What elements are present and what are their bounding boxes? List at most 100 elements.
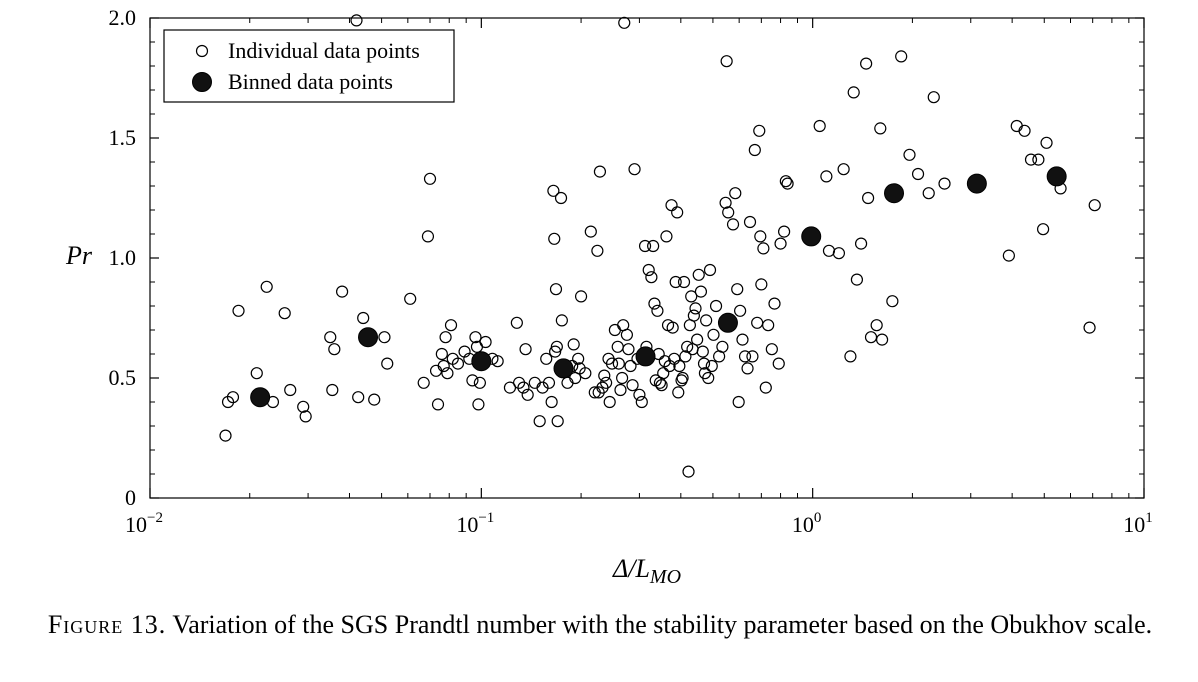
legend-marker-binned xyxy=(192,72,212,92)
x-axis-label-main: Δ/L xyxy=(612,554,650,583)
axis-ticks xyxy=(149,17,1145,499)
individual-data-point xyxy=(874,122,887,135)
individual-data-point xyxy=(547,184,560,197)
individual-data-point xyxy=(886,295,899,308)
individual-data-point xyxy=(832,247,846,260)
individual-data-point xyxy=(628,163,641,176)
x-tick-label-base: 10 xyxy=(792,512,814,537)
individual-data-point xyxy=(689,302,702,315)
individual-data-point xyxy=(716,340,729,353)
individual-data-point xyxy=(439,331,452,344)
individual-data-point xyxy=(466,374,479,387)
individual-data-point xyxy=(813,119,826,133)
individual-data-point xyxy=(549,345,562,358)
individual-data-point xyxy=(682,465,695,478)
individual-data-point xyxy=(561,376,574,389)
individual-data-point xyxy=(736,333,749,346)
individual-data-point xyxy=(441,367,454,380)
individual-data-point xyxy=(709,299,723,313)
individual-data-point xyxy=(651,304,664,317)
individual-data-point xyxy=(822,244,836,257)
individual-data-point xyxy=(614,383,627,397)
individual-data-point xyxy=(219,429,232,442)
individual-data-point xyxy=(512,376,526,389)
individual-data-point xyxy=(732,395,745,409)
individual-data-point xyxy=(938,177,951,190)
individual-data-point xyxy=(579,367,592,380)
individual-data-point xyxy=(648,297,661,310)
individual-data-point xyxy=(666,321,679,334)
individual-data-point xyxy=(743,215,757,229)
x-axis-label: Δ/LMO xyxy=(612,554,681,588)
y-tick-label: 0 xyxy=(125,485,136,510)
individual-data-point xyxy=(707,328,720,341)
x-axis-tick-labels: 10−2 10−1 100 101 xyxy=(125,510,1153,537)
individual-data-point xyxy=(779,175,792,188)
binned-data-point xyxy=(801,226,822,247)
individual-data-point xyxy=(417,376,430,389)
individual-data-point xyxy=(1037,223,1050,236)
binned-data-point xyxy=(717,312,738,333)
binned-data-point xyxy=(553,358,574,379)
individual-data-point xyxy=(226,391,240,404)
binned-data-point xyxy=(884,183,905,204)
individual-data-point xyxy=(685,290,698,303)
individual-data-point xyxy=(927,91,940,104)
individual-data-point xyxy=(423,172,437,185)
individual-data-point xyxy=(645,271,658,284)
individual-data-point xyxy=(1088,199,1101,212)
individual-data-point xyxy=(781,177,794,190)
individual-data-point xyxy=(862,191,875,205)
individual-data-point xyxy=(324,331,337,344)
individual-data-point xyxy=(635,395,648,409)
individual-data-point xyxy=(551,415,564,428)
individual-data-point xyxy=(600,376,613,389)
individual-data-point xyxy=(844,350,857,363)
individual-data-point xyxy=(854,237,868,250)
individual-data-point xyxy=(469,331,482,344)
individual-data-point xyxy=(336,285,349,298)
legend-box xyxy=(163,29,455,103)
individual-data-point xyxy=(638,239,652,253)
individual-data-point xyxy=(299,410,312,423)
individual-data-point xyxy=(837,163,850,176)
x-tick-label-base: 10 xyxy=(125,512,147,537)
individual-data-point xyxy=(734,304,747,317)
individual-data-point xyxy=(550,340,563,353)
individual-data-point xyxy=(655,379,668,392)
individual-data-point xyxy=(549,283,563,296)
individual-data-point xyxy=(591,244,604,257)
x-axis-label-subscript: MO xyxy=(649,566,681,588)
individual-data-point xyxy=(657,367,670,380)
individual-data-point xyxy=(479,335,492,349)
individual-data-point xyxy=(473,376,486,389)
individual-data-point xyxy=(624,359,637,373)
individual-data-point xyxy=(451,357,465,370)
individual-data-point xyxy=(694,285,708,298)
individual-data-point xyxy=(574,290,588,303)
individual-data-point xyxy=(1032,153,1045,166)
individual-data-point xyxy=(647,239,660,253)
legend-label-individual: Individual data points xyxy=(228,38,420,63)
binned-data-point xyxy=(471,351,492,372)
individual-data-point xyxy=(472,398,485,411)
legend: Individual data points Binned data point… xyxy=(163,29,455,103)
individual-data-point xyxy=(404,292,417,305)
individual-data-point xyxy=(691,333,704,346)
individual-data-point xyxy=(671,206,684,219)
individual-data-point xyxy=(260,280,273,293)
individual-data-point xyxy=(762,319,775,332)
individual-data-point xyxy=(720,55,733,68)
individual-data-point xyxy=(768,297,781,310)
individual-data-point xyxy=(350,14,363,27)
individual-data-point xyxy=(672,386,685,399)
individual-data-point xyxy=(593,165,607,178)
individual-data-point xyxy=(875,333,889,346)
individual-data-point xyxy=(1002,249,1015,262)
individual-data-point xyxy=(741,362,754,375)
binned-data-point xyxy=(358,327,379,348)
individual-data-point xyxy=(850,273,864,286)
individual-data-point xyxy=(536,381,549,394)
individual-data-point xyxy=(895,50,908,63)
individual-data-point xyxy=(673,359,686,373)
